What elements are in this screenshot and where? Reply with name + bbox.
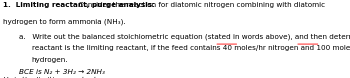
- Text: Consider the reaction for diatomic nitrogen combining with diatomic: Consider the reaction for diatomic nitro…: [74, 2, 325, 8]
- Text: H₂ is the limiting reactant: H₂ is the limiting reactant: [3, 77, 96, 78]
- Text: BCE is N₂ + 3H₂ → 2NH₃: BCE is N₂ + 3H₂ → 2NH₃: [19, 69, 105, 75]
- Text: hydrogen.: hydrogen.: [32, 57, 68, 63]
- Text: a.   Write out the balanced stoichiometric equation (stated in words above), and: a. Write out the balanced stoichiometric…: [19, 34, 350, 40]
- Text: 1.  Limiting reactant, purge analysis:: 1. Limiting reactant, purge analysis:: [3, 2, 155, 8]
- Text: hydrogen to form ammonia (NH₃).: hydrogen to form ammonia (NH₃).: [3, 19, 125, 25]
- Text: reactant is the limiting reactant, if the feed contains 40 moles/hr nitrogen and: reactant is the limiting reactant, if th…: [32, 45, 350, 51]
